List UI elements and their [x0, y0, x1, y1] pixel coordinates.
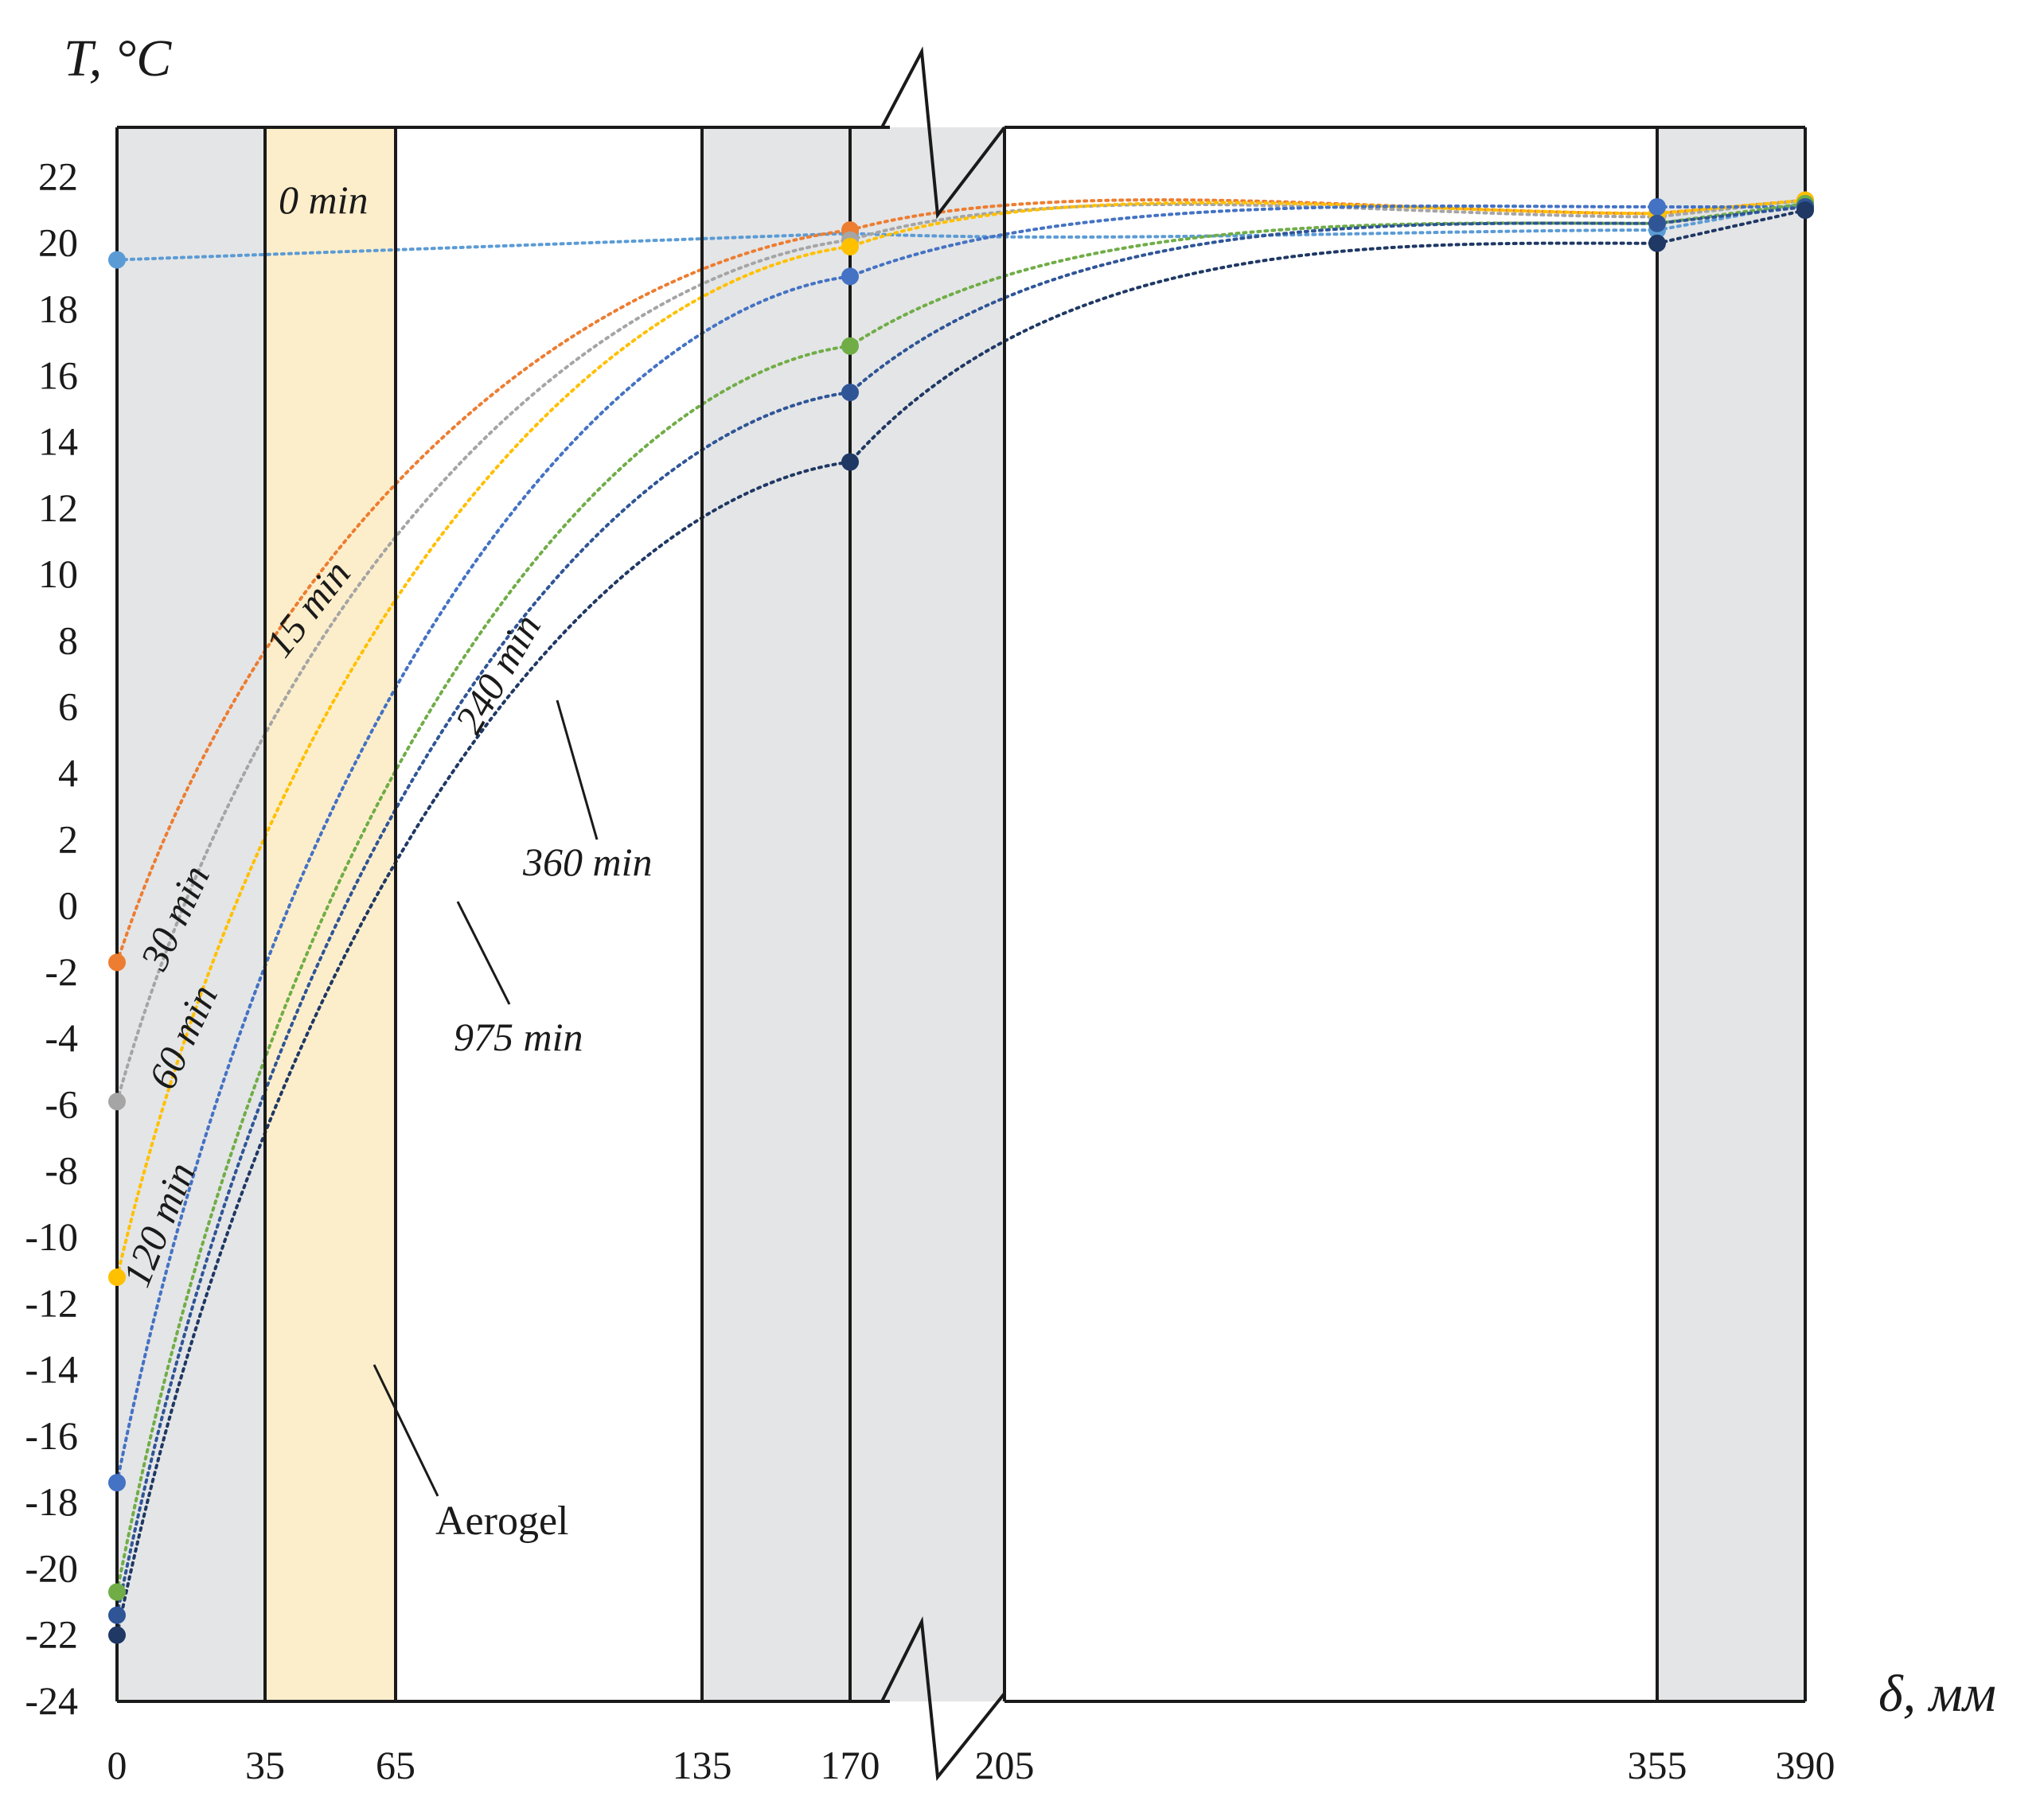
y-tick-label: 8 [58, 618, 78, 662]
x-tick-label: 135 [673, 1743, 732, 1787]
data-point [108, 1606, 126, 1624]
y-tick-label: -22 [25, 1612, 78, 1657]
y-tick-label: 2 [58, 816, 78, 861]
data-point [841, 384, 859, 402]
data-point [1648, 197, 1666, 216]
y-axis-ticks: 2220181614121086420-2-4-6-8-10-12-14-16-… [25, 154, 78, 1723]
data-point [108, 1583, 126, 1601]
data-point [108, 1093, 126, 1111]
y-tick-label: 14 [38, 419, 78, 464]
layer-band [850, 127, 1004, 1701]
x-tick-label: 205 [975, 1743, 1035, 1787]
data-point [841, 267, 859, 286]
x-axis-title: δ, мм [1878, 1665, 1996, 1723]
y-tick-label: 22 [38, 154, 78, 198]
layer-band [1004, 127, 1657, 1701]
x-tick-label: 170 [821, 1743, 880, 1787]
aerogel-leader-line [373, 1364, 439, 1497]
y-tick-label: 18 [38, 286, 78, 331]
y-tick-label: -8 [45, 1148, 78, 1193]
y-axis-title: T, °C [64, 29, 172, 88]
y-tick-label: -24 [25, 1678, 78, 1723]
data-point [841, 237, 859, 255]
data-markers [108, 191, 1814, 1644]
temperature-curve [115, 205, 1807, 1617]
data-point [108, 1626, 126, 1644]
y-tick-label: -6 [45, 1081, 78, 1126]
y-tick-label: 20 [38, 220, 78, 265]
leader-line-360 [556, 699, 599, 840]
y-tick-label: -2 [45, 949, 78, 994]
temperature-curve [115, 201, 1807, 262]
x-tick-label: 0 [107, 1743, 127, 1787]
layer-band [117, 127, 265, 1701]
leader-line-975 [456, 901, 511, 1005]
data-point [1796, 201, 1814, 220]
curve-label: 360 min [522, 840, 653, 884]
y-tick-label: -18 [25, 1479, 78, 1524]
y-tick-label: -20 [25, 1545, 78, 1590]
y-tick-label: 4 [58, 750, 78, 795]
y-tick-label: -14 [25, 1347, 78, 1392]
data-point [841, 337, 859, 355]
layer-band [396, 127, 702, 1701]
data-point [1648, 234, 1666, 252]
layer-band [265, 127, 396, 1701]
x-tick-label: 65 [376, 1743, 415, 1787]
axis-break-top [880, 46, 1006, 220]
data-point [108, 1268, 126, 1286]
y-tick-label: 6 [58, 684, 78, 729]
y-tick-label: 0 [58, 883, 78, 928]
y-tick-label: 12 [38, 485, 78, 530]
layer-band [1657, 127, 1805, 1701]
y-tick-label: -10 [25, 1214, 78, 1259]
temperature-curves [115, 198, 1807, 1637]
data-point [841, 453, 859, 471]
temperature-curve [115, 198, 1807, 1104]
data-point [1648, 214, 1666, 232]
data-point [108, 1474, 126, 1492]
aerogel-label: Aerogel [435, 1498, 568, 1544]
y-tick-label: 16 [38, 353, 78, 397]
y-tick-label: -12 [25, 1280, 78, 1325]
layer-band [702, 127, 850, 1701]
temperature-curve [115, 204, 1807, 1485]
x-tick-label: 355 [1628, 1743, 1687, 1787]
curve-label: 975 min [454, 1015, 583, 1059]
data-point [108, 953, 126, 972]
y-tick-label: 10 [38, 551, 78, 596]
temperature-curve [115, 208, 1807, 1637]
data-point [108, 251, 126, 269]
x-axis-ticks: 0 35 65 135 170 205 355 390 [107, 1743, 1835, 1787]
x-tick-label: 390 [1776, 1743, 1835, 1787]
x-tick-label: 35 [245, 1743, 285, 1787]
y-tick-label: -4 [45, 1015, 78, 1060]
axis-break-bottom [880, 1615, 1006, 1782]
temperature-curve [115, 201, 1807, 1594]
layer-bands [117, 127, 1805, 1701]
curve-label: 0 min [279, 177, 369, 222]
temperature-curve [115, 198, 1807, 1279]
y-tick-label: -16 [25, 1413, 78, 1458]
